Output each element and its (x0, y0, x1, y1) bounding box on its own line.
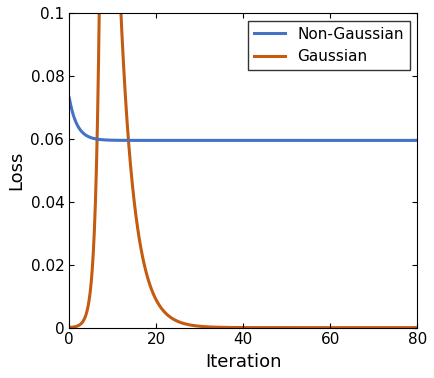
Legend: Non-Gaussian, Gaussian: Non-Gaussian, Gaussian (248, 20, 410, 70)
Non-Gaussian (306, 138, 311, 143)
Non-Gaussian (102, 138, 107, 142)
Non-Gaussian (345, 138, 350, 143)
Gaussian (208, 325, 213, 329)
Gaussian (67, 325, 72, 330)
Gaussian (415, 325, 420, 330)
Gaussian (345, 325, 350, 330)
Non-Gaussian (338, 138, 343, 143)
Line: Non-Gaussian: Non-Gaussian (69, 98, 418, 140)
X-axis label: Iteration: Iteration (205, 353, 282, 371)
Non-Gaussian (67, 96, 72, 100)
Non-Gaussian (220, 138, 225, 143)
Gaussian (306, 325, 311, 330)
Non-Gaussian (415, 138, 420, 143)
Gaussian (339, 325, 344, 330)
Gaussian (220, 325, 226, 330)
Non-Gaussian (351, 138, 356, 143)
Line: Gaussian: Gaussian (69, 0, 418, 328)
Non-Gaussian (207, 138, 213, 143)
Y-axis label: Loss: Loss (7, 150, 25, 190)
